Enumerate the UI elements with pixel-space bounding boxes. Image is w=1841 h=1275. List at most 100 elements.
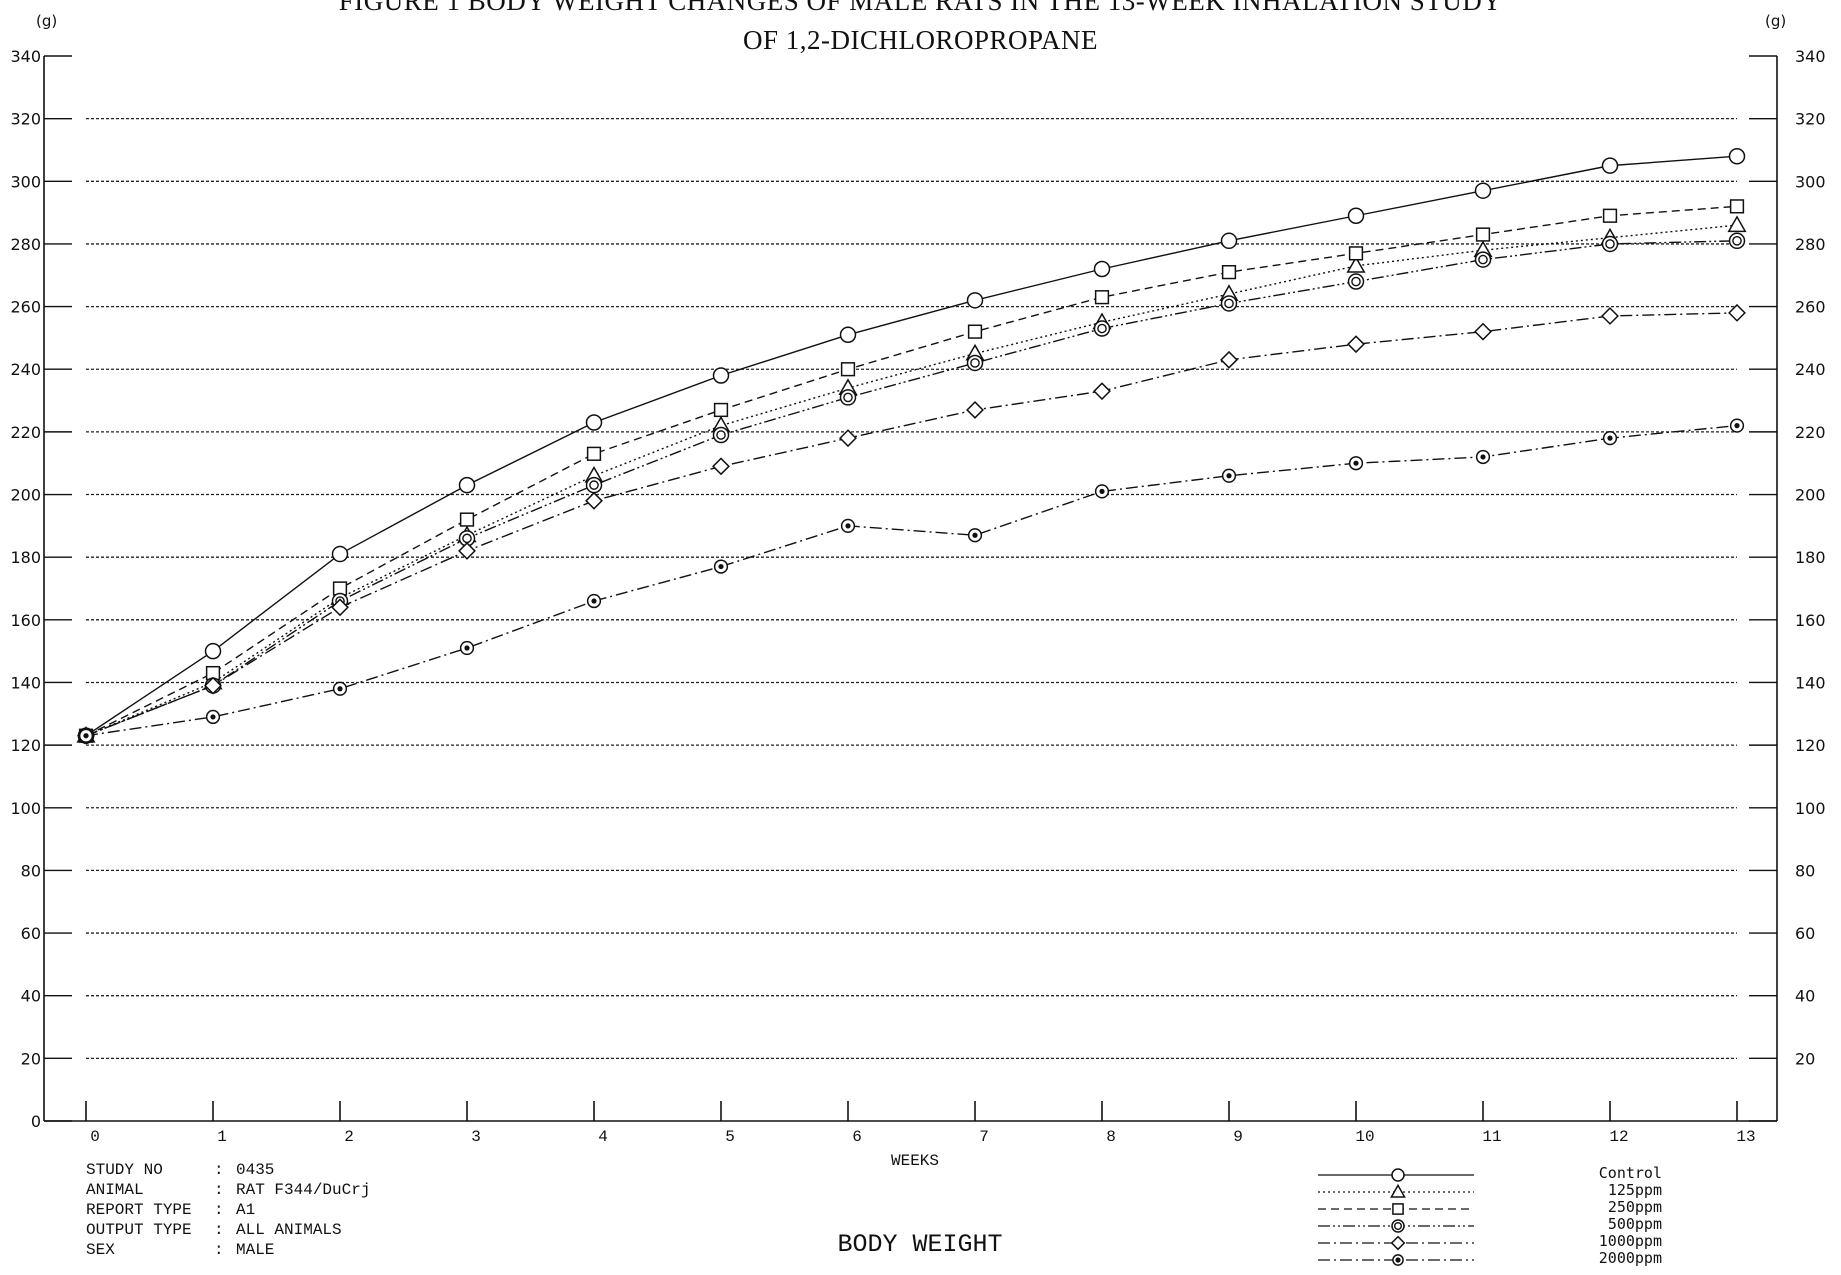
x-tick-label: 7 [979,1128,989,1146]
data-point-inner-ring [1393,1221,1402,1230]
data-point-diamond [331,598,349,617]
y-tick-label-right: 60 [1795,924,1815,943]
data-point-center-dot [1099,488,1105,494]
y-tick-label-left: 280 [10,235,41,254]
study-info-row: ANIMAL: RAT F344/DuCrj [86,1181,371,1199]
data-point-circle [331,545,349,563]
y-tick-label-left: 100 [10,799,41,818]
series-line [85,205,1738,737]
data-point-double-circle [839,389,857,406]
data-point-square [840,362,856,377]
data-point-center-dot [1226,473,1232,479]
y-tick-label-left: 320 [10,110,41,129]
data-point-circle [1601,157,1619,174]
x-tick-label: 2 [344,1128,354,1146]
study-info-row: OUTPUT TYPE: ALL ANIMALS [86,1221,342,1239]
data-point-double-circle [966,354,984,372]
y-tick-label-right: 180 [1795,548,1826,567]
y-tick-label-right: 340 [1795,47,1826,66]
data-point-square [1475,227,1491,242]
data-point-circle [966,292,984,309]
legend-entry [1318,1235,1474,1251]
data-point-diamond [1390,1235,1406,1251]
x-tick-label: 1 [217,1128,227,1146]
x-tick-label: 9 [1233,1128,1243,1146]
series-line [85,424,1738,737]
series-500ppm [77,232,1746,744]
legend-label: Control [1598,1164,1662,1182]
data-point-diamond [966,401,984,419]
y-tick-label-left: 180 [10,548,41,567]
data-point-circle [1391,1168,1405,1182]
study-info-value: A1 [236,1201,256,1219]
x-axis-label: WEEKS [890,1152,939,1170]
study-info-value: MALE [236,1241,275,1259]
study-info-value: ALL ANIMALS [236,1221,342,1239]
data-point-double-circle [1220,295,1238,312]
data-point-inner-ring [1732,235,1742,246]
y-axis-unit-left: (g) [36,12,58,30]
data-point-diamond [1728,303,1746,322]
study-info-key: ANIMAL [86,1181,144,1199]
data-point-square [459,512,475,527]
data-point-double-circle [1347,273,1365,290]
data-point-diamond [1601,307,1619,325]
data-point-diamond [712,457,730,476]
data-point-circle [585,414,603,431]
data-point-inner-ring [1097,323,1107,334]
report-title: BODY WEIGHT [837,1230,1003,1259]
data-point-inner-ring [1605,239,1615,249]
x-tick-label: 0 [90,1128,100,1146]
study-info-value: RAT F344/DuCrj [236,1181,371,1199]
series-125ppm [76,215,1747,743]
data-point-circle [839,326,857,344]
y-tick-label-left: 40 [21,987,41,1006]
y-tick-label-left: 220 [10,423,41,442]
y-tick-label-right: 100 [1795,799,1826,818]
data-point-circle [1728,147,1746,165]
y-tick-label-right: 80 [1795,861,1815,880]
study-info-key: SEX [86,1241,115,1259]
y-tick-label-right: 20 [1795,1049,1815,1068]
data-point-inner-ring [589,480,599,490]
data-point-square [1392,1203,1404,1215]
data-point-diamond [585,491,603,510]
data-point-square [1094,290,1110,305]
legend-label: 250ppm [1607,1198,1662,1216]
x-tick-label: 10 [1355,1128,1374,1146]
series-line [85,224,1738,737]
legend-label: 500ppm [1607,1215,1662,1233]
data-point-double-circle [1601,235,1619,253]
data-point-center-dot [1480,454,1486,460]
data-point-square [1729,199,1745,214]
data-point-diamond [458,541,476,560]
study-info-key: OUTPUT TYPE [86,1221,192,1239]
data-point-square [1221,265,1237,280]
y-tick-label-left: 340 [10,47,41,66]
legend-entry [1318,1219,1474,1233]
data-point-circle [458,476,476,494]
data-point-center-dot [718,563,724,570]
data-point-center-dot [972,532,978,538]
data-point-center-dot [591,598,597,604]
data-point-center-dot [210,714,216,720]
data-point-center-dot [1734,423,1740,429]
data-point-center-dot [1395,1257,1401,1263]
data-point-double-circle [1728,232,1746,250]
y-tick-label-left: 260 [10,298,41,317]
data-point-center-dot [1607,435,1613,441]
y-tick-label-left: 120 [10,736,41,755]
data-point-center-dot [337,686,343,692]
y-tick-label-left: 140 [10,673,41,692]
y-tick-label-left: 20 [21,1049,41,1068]
x-tick-label: 5 [725,1128,735,1146]
legend-entry [1318,1183,1474,1198]
y-tick-label-left: 300 [10,172,41,191]
data-point-double-circle [712,426,730,444]
data-point-diamond [1093,382,1111,401]
legend-entry [1318,1254,1474,1266]
chart-title-line-1: FIGURE 1 BODY WEIGHT CHANGES OF MALE RAT… [338,0,1503,16]
data-point-square [1602,208,1618,223]
data-point-center-dot [464,645,470,651]
data-point-diamond [839,429,857,448]
